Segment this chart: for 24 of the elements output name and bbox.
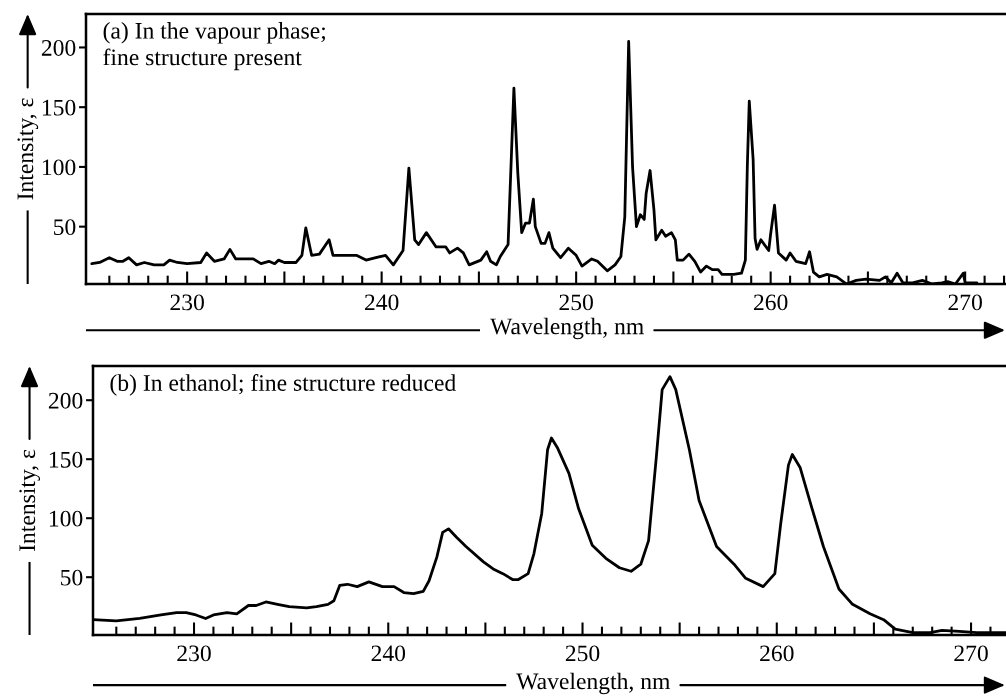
y-axis-title: Intensity, ε <box>19 449 41 552</box>
x-tick-label: 240 <box>371 645 406 662</box>
x-tick-label: 260 <box>760 645 794 662</box>
y-tick-label: 200 <box>48 392 83 409</box>
x-tick-label: 250 <box>565 645 600 662</box>
x-axis-title: Wavelength, nm <box>516 672 671 695</box>
x-tick-label: 270 <box>954 645 988 662</box>
y-tick-label: 200 <box>41 39 76 56</box>
y-tick-label: 150 <box>42 99 76 116</box>
y-tick-label: 100 <box>42 159 76 176</box>
x-tick-label: 260 <box>753 294 788 311</box>
chart-title: (b) In ethanol; fine structure reduced <box>110 374 456 396</box>
text: (a) In the vapour phase; fine structure present <box>103 22 325 71</box>
x-tick-label: 240 <box>364 294 399 311</box>
x-tick-label: 250 <box>559 294 593 311</box>
y-tick-label: 150 <box>49 451 83 468</box>
x-tick-label: 230 <box>177 645 211 662</box>
x-axis-title: Wavelength, nm <box>490 317 644 340</box>
y-tick-label: 100 <box>49 510 83 527</box>
y-tick-label: 50 <box>54 219 76 236</box>
y-axis-title: Intensity, ε <box>17 98 39 200</box>
y-tick-label: 50 <box>61 569 83 586</box>
x-tick-label: 270 <box>948 294 982 311</box>
x-tick-label: 230 <box>170 294 204 311</box>
